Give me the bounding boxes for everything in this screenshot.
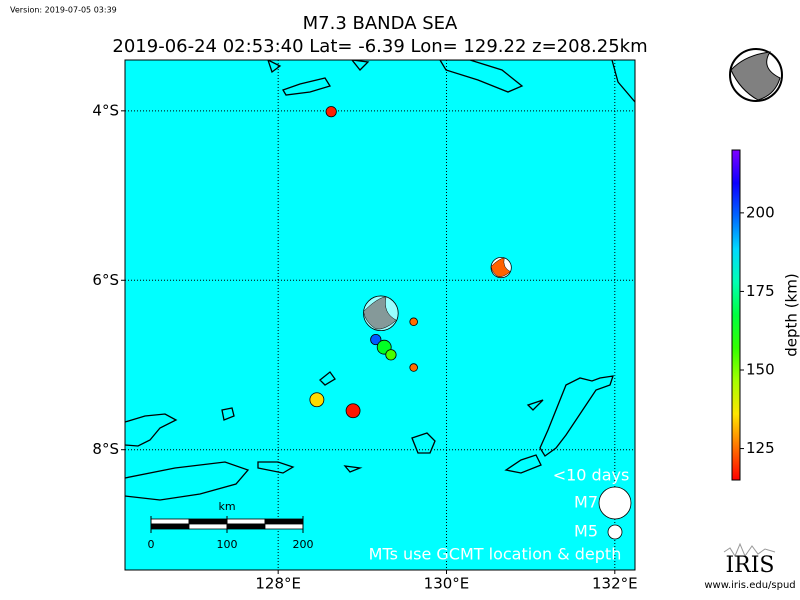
colorbar-tick-label: 150	[746, 361, 775, 379]
coastline	[125, 461, 250, 501]
events	[309, 106, 512, 419]
beachball-quadrant	[730, 51, 781, 101]
y-tick-label: 6°S	[92, 271, 119, 289]
logo-name: IRIS	[725, 553, 774, 578]
legend-size-label: M7	[574, 493, 598, 512]
colorbar-tick-label: 175	[746, 282, 775, 300]
mechanism-quadrant	[490, 257, 511, 278]
colorbar-tick-label: 200	[746, 203, 775, 221]
legend-size-marker	[598, 486, 632, 520]
scale-tick-label: 100	[217, 538, 238, 551]
x-tick-label: 130°E	[424, 575, 470, 593]
y-tick-label: 8°S	[92, 440, 119, 458]
logo-wave	[723, 542, 776, 558]
coastline	[439, 60, 635, 103]
legend-size-marker	[607, 524, 623, 540]
colorbar: depth (km) 125 150 175 200	[731, 149, 800, 481]
y-tick-label: 4°S	[92, 101, 119, 119]
scale-bar: km 0 100 200	[148, 500, 314, 551]
coastline	[267, 60, 370, 96]
map-subtitle: 2019-06-24 02:53:40 Lat= -6.39 Lon= 129.…	[112, 36, 647, 57]
event	[409, 363, 418, 372]
scale-segment	[226, 518, 266, 525]
legend-title: <10 days	[553, 466, 630, 485]
legend-size-label: M5	[574, 522, 598, 541]
coastlines	[125, 60, 635, 501]
scale-segment	[150, 518, 190, 525]
scale-segment	[264, 523, 304, 530]
coastline	[504, 375, 614, 474]
map-frame	[124, 59, 636, 571]
x-tick-label: 132°E	[592, 575, 638, 593]
coastline	[221, 371, 436, 474]
scale-segment	[264, 518, 304, 525]
scale-unit: km	[218, 500, 235, 513]
event	[309, 392, 325, 408]
scale-segment	[226, 523, 266, 530]
scale-segment	[150, 523, 190, 530]
map-title: M7.3 BANDA SEA	[303, 13, 458, 34]
colorbar-ramp	[731, 149, 741, 481]
coastline	[125, 413, 178, 447]
grid	[125, 60, 635, 570]
event	[409, 317, 418, 327]
scale-segment	[188, 518, 228, 525]
event	[370, 333, 382, 346]
logo-url: www.iris.edu/spud	[704, 580, 795, 591]
legend-note: MTs use GCMT location & depth	[369, 545, 622, 564]
x-tick-label: 128°E	[255, 575, 301, 593]
mechanism-quadrant	[363, 296, 397, 330]
colorbar-label: depth (km)	[783, 273, 800, 356]
scale-segment	[188, 523, 228, 530]
event	[345, 403, 361, 419]
legend: <10 days MTs use GCMT location & depth M…	[369, 466, 632, 564]
event	[325, 106, 337, 118]
event	[385, 349, 397, 361]
logo: IRIS www.iris.edu/spud	[704, 542, 796, 591]
axes: 128°E 130°E 132°E 4°S 6°S 8°S	[92, 101, 637, 592]
focal-mechanism	[729, 48, 783, 102]
version: Version: 2019-07-05 03:39	[10, 6, 117, 15]
scale-tick-label: 0	[148, 538, 155, 551]
scale-tick-label: 200	[293, 538, 314, 551]
colorbar-tick-label: 125	[746, 439, 775, 457]
